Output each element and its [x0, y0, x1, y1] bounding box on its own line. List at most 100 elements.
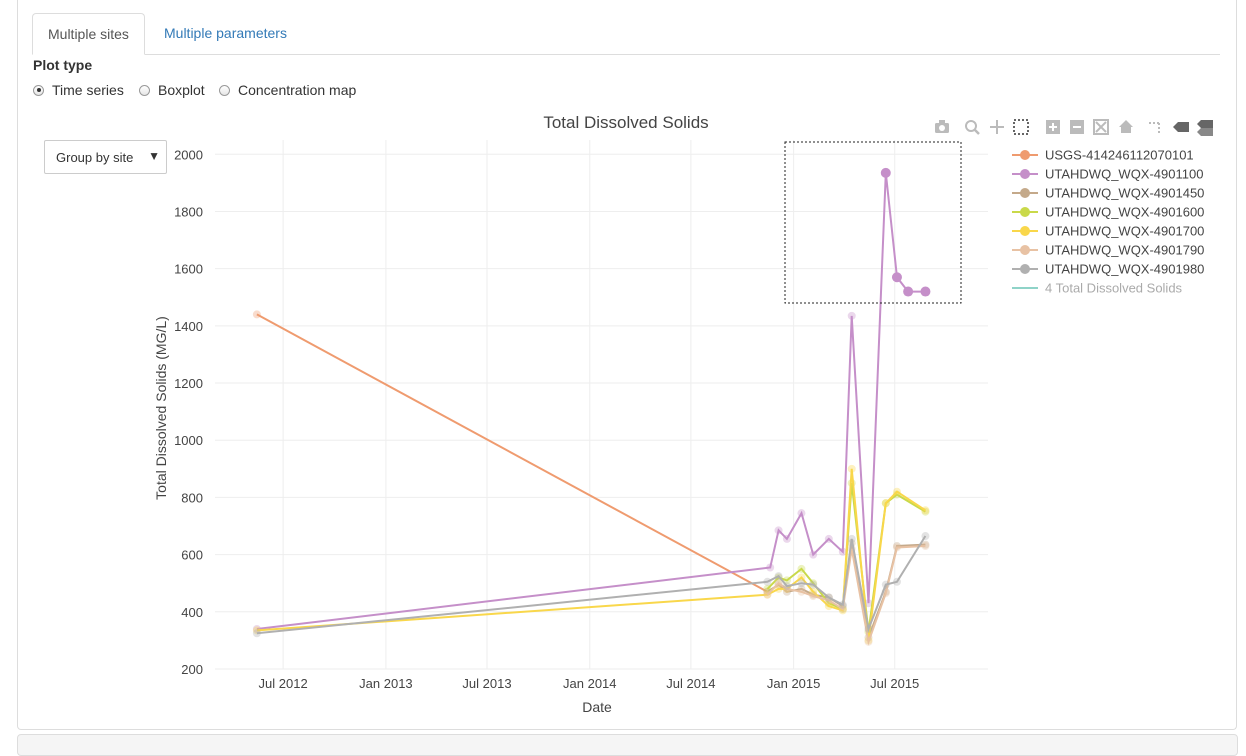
x-axis-label: Date: [582, 699, 612, 715]
data-point: [847, 534, 856, 543]
data-point: [782, 584, 791, 593]
data-point: [864, 637, 873, 646]
hover-compare-icon[interactable]: [1197, 120, 1213, 136]
data-point: [774, 572, 783, 581]
data-point: [797, 509, 806, 518]
reset-axes-icon[interactable]: [1119, 120, 1133, 133]
box-select-icon[interactable]: [1013, 119, 1029, 135]
legend-label: UTAHDWQ_WQX-4901790: [1045, 243, 1204, 258]
tab-multiple-sites[interactable]: Multiple sites: [32, 13, 145, 55]
data-point: [763, 584, 772, 593]
series-line: [766, 545, 926, 646]
x-tick-label: Jul 2013: [462, 676, 511, 691]
data-point: [921, 532, 930, 541]
legend-label: UTAHDWQ_WQX-4901700: [1045, 224, 1204, 239]
zoom-handle: [974, 129, 980, 135]
hover-compare-tag1: [1197, 120, 1213, 128]
series-layer: [252, 167, 931, 646]
pan-icon[interactable]: [990, 120, 1004, 134]
legend-label: UTAHDWQ_WQX-4901600: [1045, 205, 1204, 220]
y-tick-label: 1400: [174, 319, 203, 334]
tds-chart[interactable]: Total Dissolved Solids 200 400 600 800 1000 1…: [0, 0, 1246, 729]
y-axis-ticks: 200 400 600 800 1000 1200 1400 1600 1800 2000: [174, 147, 203, 677]
radio-dot-selected[interactable]: [33, 84, 44, 96]
home-shape: [1119, 120, 1133, 133]
y-tick-label: 400: [181, 605, 203, 620]
zoom-in-icon[interactable]: [1046, 120, 1060, 134]
data-point: [252, 310, 261, 319]
selection-box[interactable]: [784, 141, 962, 304]
data-point: [766, 563, 775, 572]
x-tick-label: Jan 2014: [563, 676, 617, 691]
camera-top: [939, 120, 945, 124]
legend-label: UTAHDWQ_WQX-4901100: [1045, 167, 1203, 182]
series-line: [256, 313, 768, 593]
data-point: [881, 580, 890, 589]
tab-multiple-parameters[interactable]: Multiple parameters: [164, 25, 287, 41]
legend-label: 4 Total Dissolved Solids: [1045, 281, 1183, 296]
y-tick-label: 1200: [174, 376, 203, 391]
data-point: [782, 534, 791, 543]
group-by-select[interactable]: Group by site ▼: [44, 140, 167, 174]
data-point: [838, 604, 847, 613]
box-select-rect: [1013, 119, 1029, 135]
radio-boxplot[interactable]: Boxplot: [139, 82, 205, 98]
data-point: [847, 311, 856, 320]
y-tick-label: 600: [181, 548, 203, 563]
data-point: [920, 286, 931, 297]
data-point: [864, 624, 873, 633]
data-point: [838, 600, 847, 609]
zoom-icon[interactable]: [965, 120, 980, 135]
data-point: [824, 534, 833, 543]
data-point: [892, 543, 901, 552]
data-point: [921, 542, 930, 551]
data-point: [921, 506, 930, 515]
main-panel: [17, 0, 1237, 730]
series-0: [252, 310, 772, 596]
data-point: [797, 564, 806, 573]
series-5: [763, 542, 930, 646]
series-1: [252, 167, 931, 633]
data-point: [774, 579, 783, 588]
x-tick-label: Jan 2013: [359, 676, 413, 691]
camera-lens: [939, 125, 945, 131]
spike-lines-icon[interactable]: [1149, 122, 1160, 133]
modebar: [935, 119, 1213, 136]
data-point: [809, 592, 818, 601]
y-axis-label: Total Dissolved Solids (MG/L): [153, 316, 169, 500]
hover-closest-icon[interactable]: [1173, 122, 1189, 132]
radio-dot[interactable]: [139, 84, 150, 96]
data-point: [809, 580, 818, 589]
data-point: [809, 587, 818, 596]
zoom-lens: [965, 120, 977, 132]
radio-concentration-map[interactable]: Concentration map: [219, 82, 356, 98]
legend-label: UTAHDWQ_WQX-4901980: [1045, 262, 1204, 277]
legend: USGS-414246112070101 UTAHDWQ_WQX-4901100 U…: [1012, 148, 1204, 296]
radio-dot[interactable]: [219, 84, 230, 96]
zoom-out-icon[interactable]: [1070, 120, 1084, 134]
autoscale-icon[interactable]: [1093, 119, 1109, 135]
data-point: [881, 499, 890, 508]
series-line: [256, 468, 926, 641]
x-tick-label: Jul 2012: [259, 676, 308, 691]
camera-icon[interactable]: [935, 120, 949, 133]
autoscale-frame: [1093, 119, 1109, 135]
legend-swatch-marker: [1020, 150, 1030, 160]
legend-swatch-marker: [1020, 264, 1030, 274]
y-tick-label: 1000: [174, 433, 203, 448]
data-point: [763, 590, 772, 599]
data-point: [847, 464, 856, 473]
data-point: [797, 579, 806, 588]
radio-label-boxplot: Boxplot: [158, 82, 205, 98]
hover-compare-tag2: [1197, 128, 1213, 136]
radio-time-series[interactable]: Time series: [33, 82, 124, 98]
legend-label: USGS-414246112070101: [1045, 148, 1194, 163]
data-point: [892, 487, 901, 496]
data-point: [797, 587, 806, 596]
data-point: [774, 526, 783, 535]
x-tick-label: Jul 2015: [870, 676, 919, 691]
data-point: [809, 550, 818, 559]
radio-label-time-series: Time series: [52, 82, 124, 98]
data-point: [903, 286, 914, 297]
data-point: [880, 167, 891, 178]
